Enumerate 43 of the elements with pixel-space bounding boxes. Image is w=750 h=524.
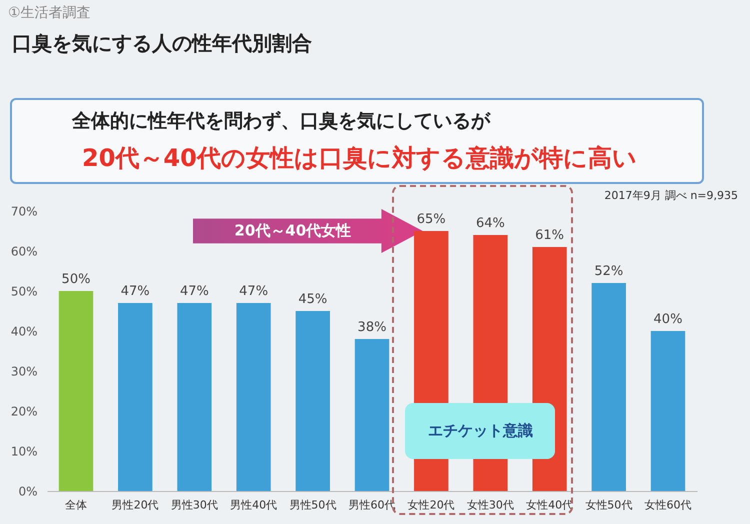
x-tick-label: 男性30代 [170,498,218,512]
x-tick-label: 男性40代 [230,498,278,512]
text: 2017年9月 調べ n=9,935 [604,188,738,203]
bar [354,339,390,491]
x-tick-label: 女性50代 [585,498,632,512]
data-label: 47% [120,284,150,299]
data-label: 38% [358,320,386,335]
data-label: 45% [298,292,328,307]
x-tick-label: 全体 [65,498,88,512]
y-tick-label: 10% [10,444,38,458]
data-label: 52% [594,264,624,279]
bar [58,291,94,491]
y-tick-label: 70% [10,204,38,218]
annotation: 20代～40代女性 [234,222,352,240]
bar [592,283,626,491]
text: 全体的に性年代を問わず、口臭を気にしているが [72,109,490,134]
y-tick-label: 40% [10,324,38,338]
x-tick-label: 女性30代 [466,498,514,512]
bar [236,303,271,491]
x-tick-label: 女性60代 [644,498,692,512]
y-tick-label: 60% [10,244,38,258]
data-label: 40% [654,312,682,327]
bar [650,331,686,491]
bar [118,303,152,491]
text: 20代～40代の女性は口臭に対する意識が特に高い [82,143,637,174]
bar [177,303,212,491]
text: ①生活者調査 [8,4,91,22]
y-tick-label: 30% [10,364,38,378]
data-label: 61% [535,228,564,243]
x-tick-label: 女性20代 [408,498,455,512]
y-tick-label: 0% [18,484,38,498]
data-label: 65% [416,212,446,227]
chart-title: 口臭を気にする人の性年代別割合 [12,30,312,57]
data-label: 50% [62,272,90,287]
annotation: エチケット意識 [428,422,533,440]
data-label: 47% [180,284,209,299]
data-label: 47% [239,284,268,299]
x-tick-label: 男性50代 [289,498,336,512]
y-tick-label: 20% [10,404,38,418]
bar [296,311,330,491]
y-tick-label: 50% [10,284,38,298]
x-tick-label: 男性20代 [112,498,159,512]
data-label: 64% [476,216,505,231]
